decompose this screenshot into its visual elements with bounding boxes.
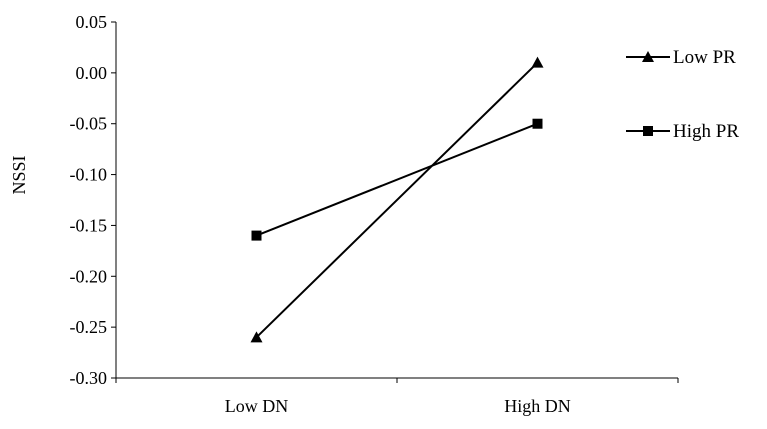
y-tick-label: -0.05 (70, 114, 108, 134)
legend-marker (643, 126, 653, 136)
y-tick-label: -0.20 (70, 266, 108, 286)
legend: Low PR High PR (626, 47, 739, 142)
data-point (532, 118, 543, 129)
x-tick-label: Low DN (225, 396, 289, 416)
data-point (250, 331, 263, 343)
x-tick-label: High DN (504, 396, 571, 416)
y-tick-label: 0.00 (76, 63, 108, 83)
legend-item: High PR (626, 121, 739, 142)
y-tick-label: -0.25 (70, 317, 108, 337)
data-point (251, 230, 262, 241)
legend-label: Low PR (673, 47, 736, 68)
series-high-pr (251, 118, 543, 241)
y-tick-label: 0.05 (76, 12, 108, 32)
y-tick-label: -0.10 (70, 165, 108, 185)
series-low-pr (250, 56, 544, 343)
y-axis: -0.30 -0.25 -0.20 -0.15 -0.10 -0.05 0.00 0.05 (70, 12, 117, 388)
y-tick-label: -0.30 (70, 368, 108, 388)
series-line (256, 122, 538, 237)
x-axis: Low DN High DN (115, 377, 679, 416)
legend-item: Low PR (626, 47, 736, 68)
y-tick-label: -0.15 (70, 215, 108, 235)
data-point (531, 56, 544, 68)
legend-marker (642, 51, 654, 62)
series-line (255, 61, 539, 339)
legend-label: High PR (673, 121, 739, 142)
y-axis-title: NSSI (9, 155, 29, 194)
series-layer (250, 56, 544, 343)
